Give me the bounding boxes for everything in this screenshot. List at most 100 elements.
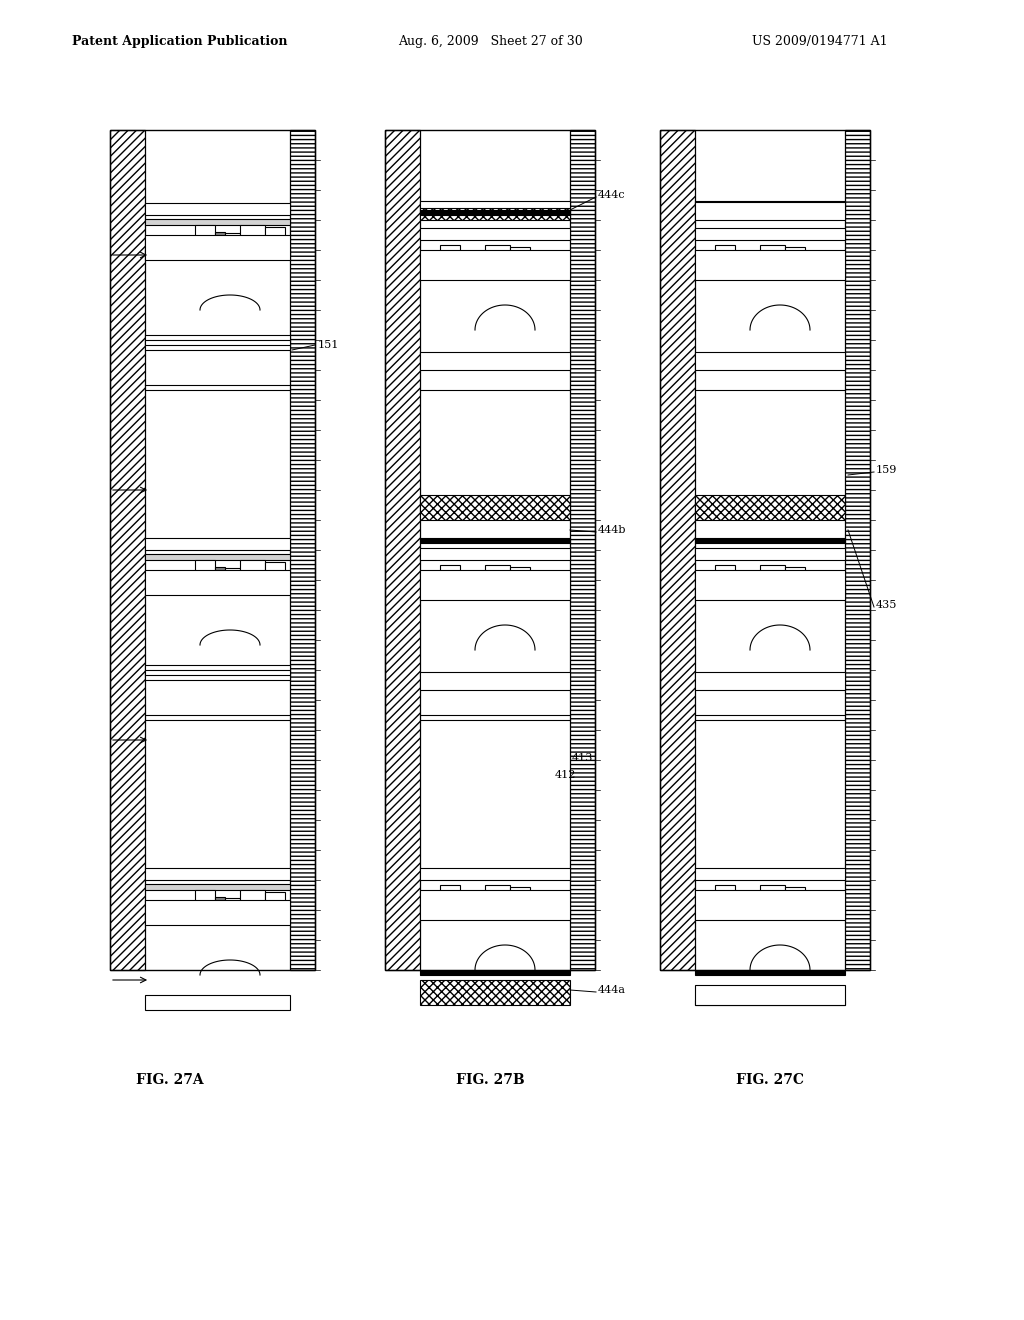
Bar [145, 539, 290, 550]
Bar [420, 979, 570, 1005]
Bar [195, 560, 215, 576]
Bar [145, 554, 290, 560]
Bar [715, 246, 735, 260]
Bar [485, 246, 510, 260]
Bar [145, 219, 290, 224]
Bar [460, 892, 470, 898]
Bar [695, 570, 845, 601]
Bar [215, 232, 225, 238]
Text: 413: 413 [572, 752, 593, 763]
Bar [440, 565, 460, 579]
Text: Patent Application Publication: Patent Application Publication [73, 36, 288, 49]
Bar [420, 869, 570, 880]
Bar [420, 909, 570, 915]
Bar [265, 562, 285, 572]
Bar [145, 249, 290, 255]
Bar [145, 665, 290, 680]
Bar [420, 539, 570, 543]
Bar [785, 247, 805, 257]
Bar [460, 252, 470, 257]
Bar [420, 210, 570, 215]
Bar [145, 884, 290, 890]
Bar [695, 890, 845, 920]
Text: 444b: 444b [598, 525, 627, 535]
Bar [695, 249, 845, 280]
Text: 151: 151 [318, 341, 339, 350]
Bar [420, 228, 570, 240]
Bar [420, 495, 570, 520]
Bar [440, 246, 460, 260]
Bar [420, 201, 570, 209]
Bar [420, 352, 570, 370]
Bar [845, 129, 870, 970]
Bar [695, 909, 845, 915]
Bar [695, 271, 845, 275]
Bar [145, 341, 290, 345]
Bar [420, 271, 570, 275]
Bar [745, 894, 760, 903]
Text: 159: 159 [876, 465, 897, 475]
Text: 435: 435 [876, 601, 897, 610]
Bar [110, 129, 315, 970]
Text: 444a: 444a [598, 985, 626, 995]
Bar [695, 672, 845, 690]
Bar [695, 985, 845, 1005]
Bar [510, 247, 530, 257]
Bar [110, 129, 145, 970]
Bar [695, 228, 845, 240]
Bar [240, 890, 265, 906]
Bar [715, 884, 735, 900]
Bar [420, 202, 570, 220]
Bar [460, 572, 470, 578]
Bar [215, 898, 225, 903]
Bar [735, 252, 745, 257]
Bar [510, 887, 530, 898]
Bar [695, 970, 845, 975]
Bar [715, 565, 735, 579]
Bar [470, 894, 485, 903]
Text: FIG. 27B: FIG. 27B [456, 1073, 524, 1086]
Bar [385, 129, 595, 970]
Bar [695, 495, 845, 520]
Bar [695, 1001, 845, 1005]
Bar [265, 892, 285, 902]
Bar [145, 671, 290, 675]
Text: 444c: 444c [598, 190, 626, 201]
Bar [760, 884, 785, 900]
Bar [695, 539, 845, 543]
Bar [225, 568, 240, 578]
Text: FIG. 27A: FIG. 27A [136, 1073, 204, 1086]
Bar [735, 892, 745, 898]
Bar [745, 573, 760, 583]
Bar [145, 585, 290, 590]
Bar [240, 224, 265, 240]
Text: FIG. 27C: FIG. 27C [736, 1073, 804, 1086]
Bar [440, 884, 460, 900]
Bar [660, 129, 870, 970]
Bar [470, 573, 485, 583]
Bar [735, 572, 745, 578]
Text: 412: 412 [555, 770, 577, 780]
Bar [695, 590, 845, 595]
Bar [420, 590, 570, 595]
Bar [570, 129, 595, 970]
Bar [420, 672, 570, 690]
Bar [785, 568, 805, 577]
Bar [695, 210, 845, 215]
Bar [290, 129, 315, 970]
Bar [215, 568, 225, 573]
Text: US 2009/0194771 A1: US 2009/0194771 A1 [753, 36, 888, 49]
Bar [145, 570, 290, 595]
Bar [145, 335, 290, 350]
Bar [695, 352, 845, 370]
Bar [470, 253, 485, 263]
Bar [420, 890, 570, 920]
Bar [695, 201, 845, 209]
Text: Aug. 6, 2009   Sheet 27 of 30: Aug. 6, 2009 Sheet 27 of 30 [397, 36, 583, 49]
Bar [240, 560, 265, 576]
Bar [420, 548, 570, 560]
Bar [145, 235, 290, 260]
Bar [745, 253, 760, 263]
Bar [695, 869, 845, 880]
Bar [785, 887, 805, 898]
